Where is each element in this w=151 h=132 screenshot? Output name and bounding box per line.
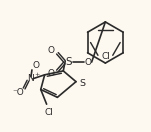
Text: S: S — [80, 79, 86, 88]
Text: Cl: Cl — [102, 52, 111, 61]
Text: O: O — [47, 69, 54, 78]
Text: O: O — [47, 46, 54, 55]
Text: Cl: Cl — [44, 107, 53, 117]
Text: N: N — [28, 74, 34, 83]
Text: ⁻O: ⁻O — [12, 88, 24, 97]
Text: O: O — [32, 62, 39, 70]
Text: S: S — [66, 57, 72, 67]
Text: O: O — [84, 58, 91, 67]
Text: +: + — [34, 72, 39, 77]
